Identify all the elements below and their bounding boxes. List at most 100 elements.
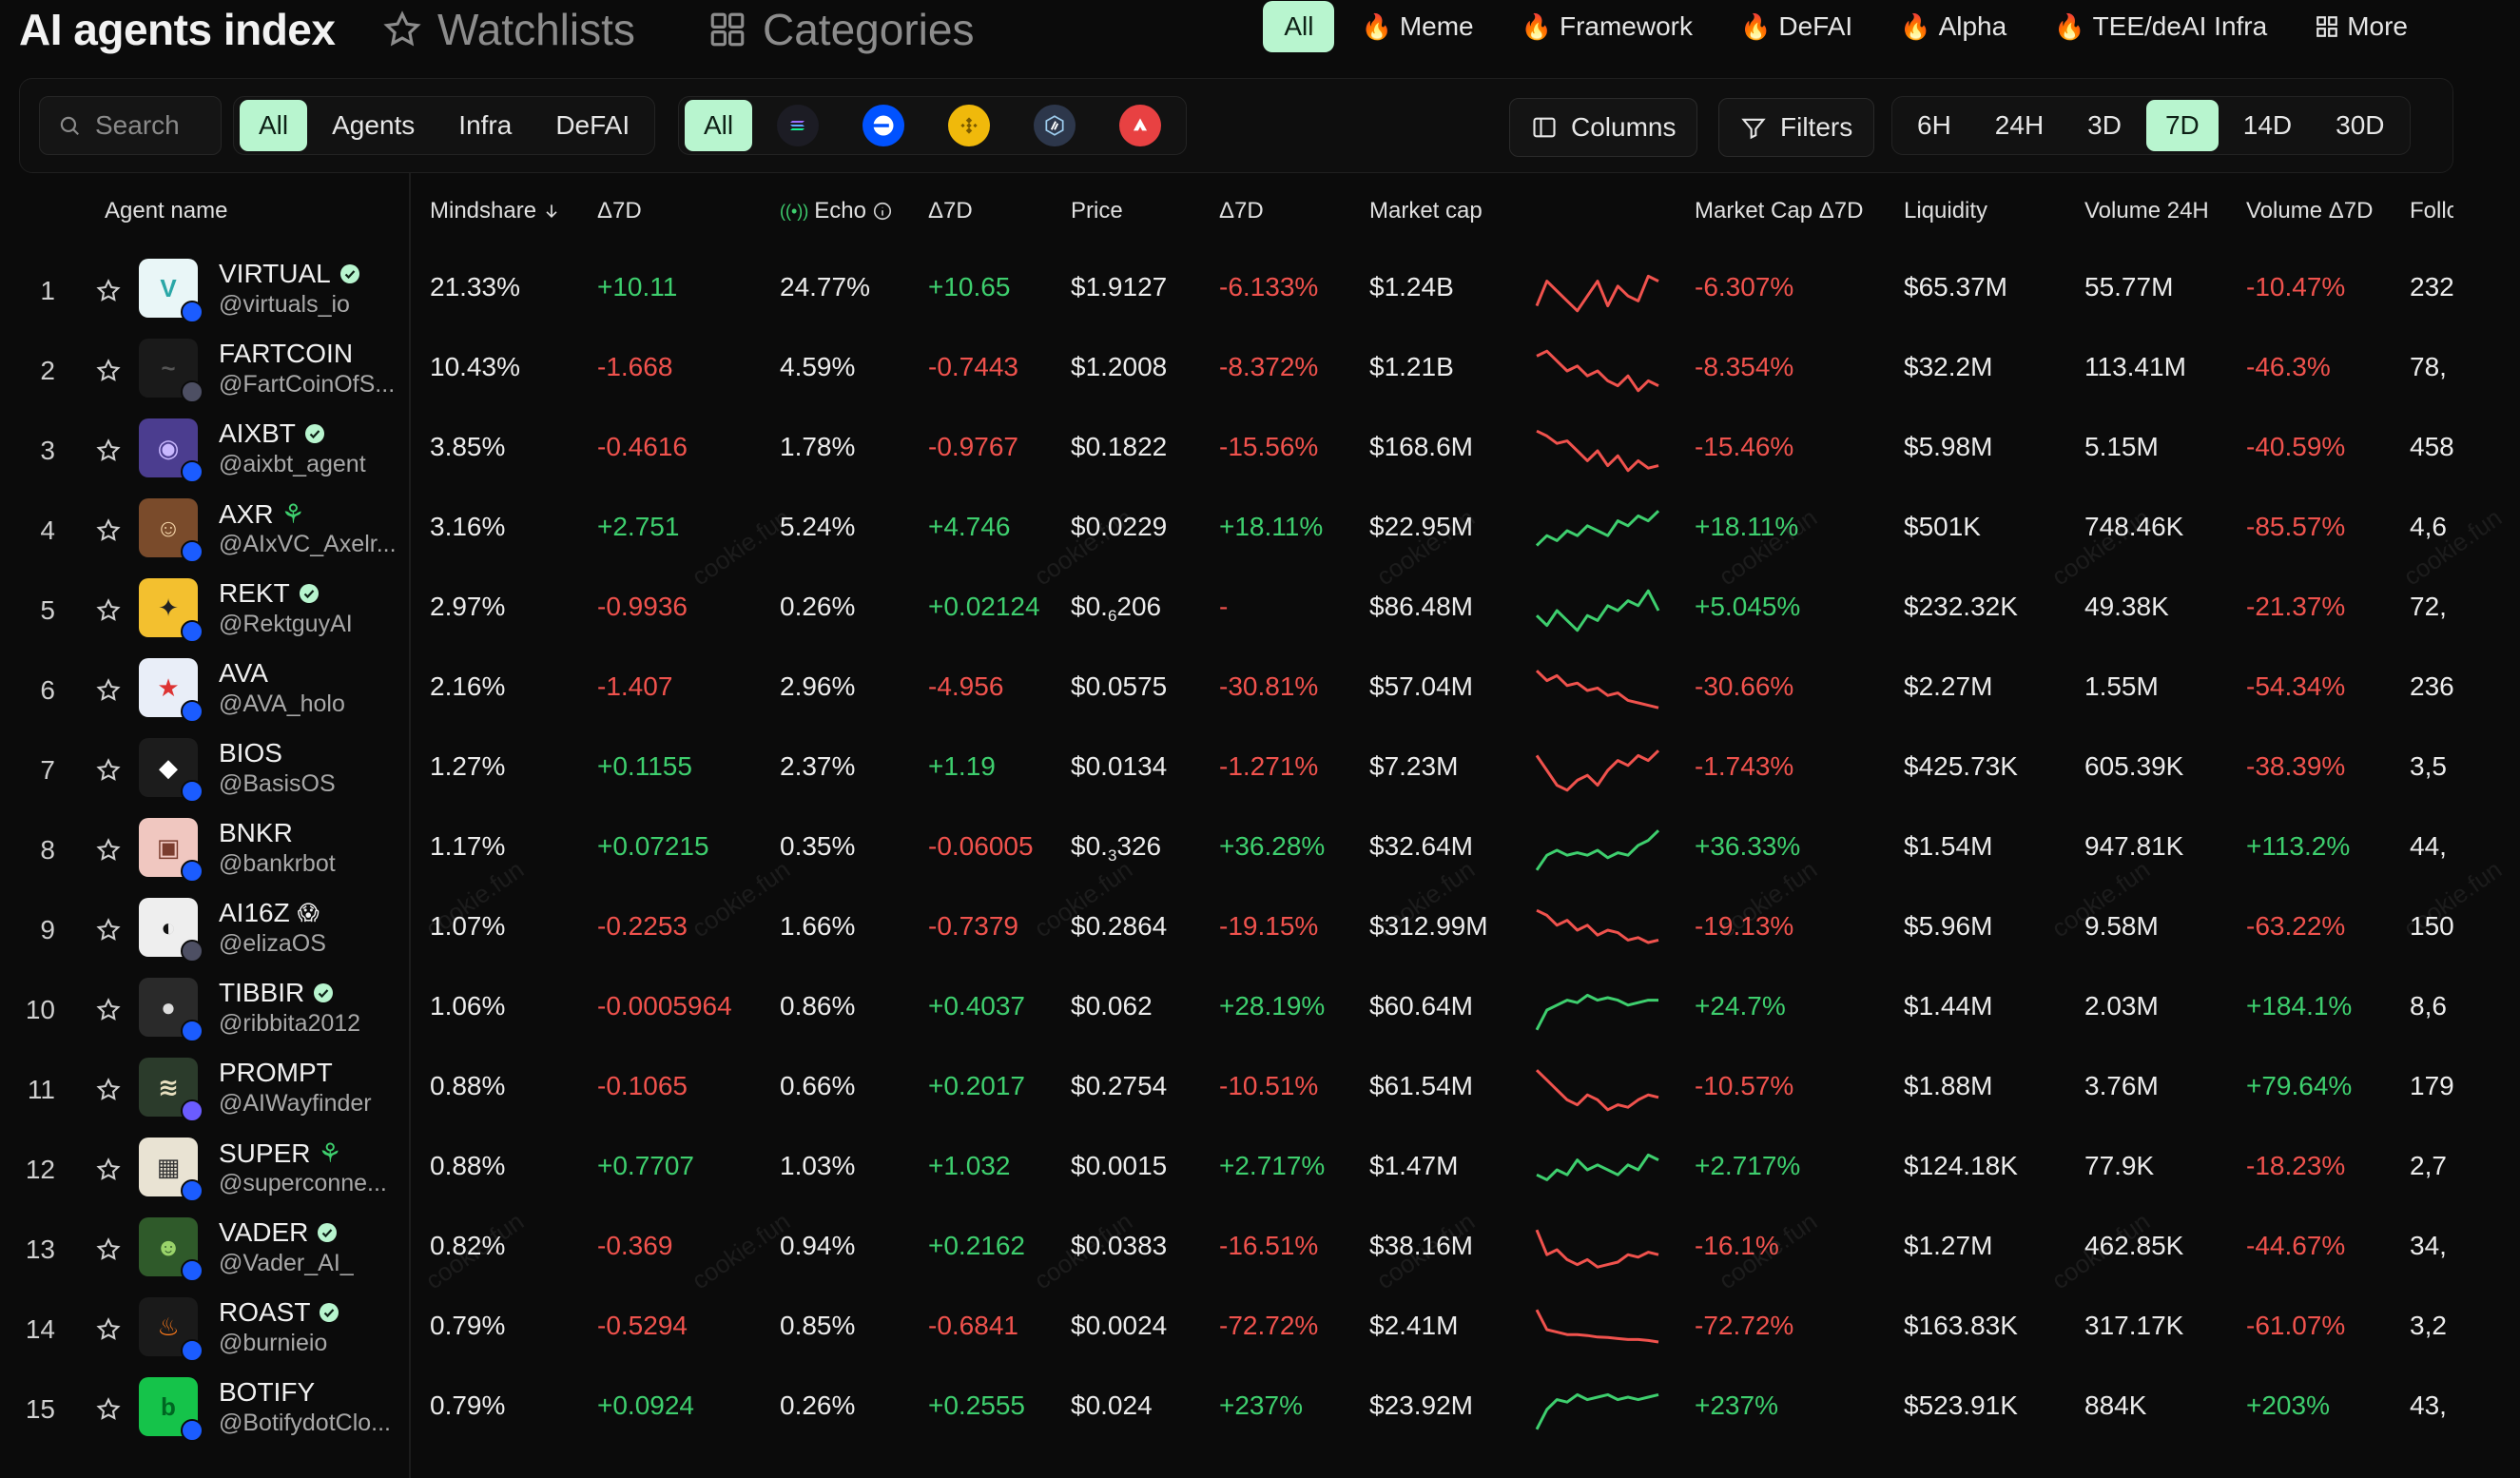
- table-row[interactable]: 13 ☻ VADER @Vader_AI_ 0.82% -0.369 0.94% +0.216…: [19, 1212, 2453, 1292]
- timeframe-14d[interactable]: 14D: [2242, 110, 2293, 140]
- agent-handle[interactable]: @AIxVC_Axelr...: [219, 531, 397, 557]
- header-market-cap[interactable]: Market cap: [1369, 198, 1483, 224]
- solana-icon[interactable]: [777, 105, 820, 146]
- agent-handle[interactable]: @Vader_AI_: [219, 1250, 354, 1276]
- base-icon[interactable]: [863, 105, 905, 146]
- agent-handle[interactable]: @aixbt_agent: [219, 451, 366, 477]
- table-row[interactable]: 14 ♨ ROAST @burnieio 0.79% -0.5294 0.85% -0.684…: [19, 1292, 2453, 1371]
- table-row[interactable]: 10 ● TIBBIR @ribbita2012 1.06% -0.0005964 0.86…: [19, 972, 2453, 1052]
- watchlist-star-icon[interactable]: [95, 1316, 122, 1343]
- watchlist-star-icon[interactable]: [95, 997, 122, 1023]
- header-volume-24h[interactable]: Volume 24H: [2084, 198, 2209, 224]
- table-row[interactable]: 6 ★ AVA @AVA_holo 2.16% -1.407 2.96% -4.956 $0.0…: [19, 652, 2453, 732]
- agent-avatar[interactable]: b: [139, 1377, 204, 1442]
- category-alpha[interactable]: 🔥 Alpha: [1879, 1, 2027, 52]
- table-row[interactable]: 5 ✦ REKT @RektguyAI 2.97% -0.9936 0.26% +0.0212…: [19, 573, 2453, 652]
- watchlist-star-icon[interactable]: [95, 517, 122, 544]
- agent-handle[interactable]: @elizaOS: [219, 930, 326, 957]
- columns-button[interactable]: Columns: [1509, 98, 1698, 157]
- header-echo[interactable]: ((•)) Echo: [780, 198, 893, 224]
- type-filter-agents[interactable]: Agents: [332, 110, 416, 140]
- header-mindshare[interactable]: Mindshare: [430, 198, 561, 224]
- category-all[interactable]: All: [1263, 1, 1335, 52]
- agent-avatar[interactable]: ★: [139, 658, 204, 723]
- avalanche-icon[interactable]: [1119, 105, 1162, 146]
- agent-avatar[interactable]: ◐: [139, 898, 204, 963]
- agent-name[interactable]: BNKR: [219, 818, 293, 848]
- agent-name[interactable]: ROAST: [219, 1297, 340, 1328]
- type-filter-infra[interactable]: Infra: [458, 110, 513, 140]
- table-row[interactable]: 12 ▦ SUPER ⚘ @superconne... 0.88% +0.7707 1.03%…: [19, 1132, 2453, 1212]
- timeframe-30d[interactable]: 30D: [2336, 110, 2385, 140]
- timeframe-6h[interactable]: 6H: [1917, 110, 1951, 140]
- category-more[interactable]: More: [2294, 1, 2429, 52]
- agent-handle[interactable]: @AIWayfinder: [219, 1090, 372, 1117]
- arbitrum-icon[interactable]: [1034, 105, 1076, 146]
- header-price-delta[interactable]: Δ7D: [1219, 198, 1264, 224]
- agent-name[interactable]: PROMPT: [219, 1058, 333, 1088]
- agent-avatar[interactable]: ☺: [139, 498, 204, 563]
- agent-avatar[interactable]: ◉: [139, 418, 204, 483]
- header-mindshare-delta[interactable]: Δ7D: [597, 198, 642, 224]
- watchlist-star-icon[interactable]: [95, 1077, 122, 1103]
- watchlist-star-icon[interactable]: [95, 597, 122, 624]
- agent-name[interactable]: TIBBIR: [219, 978, 335, 1008]
- table-row[interactable]: 2 ~ FARTCOIN @FartCoinOfS... 10.43% -1.668 4.5…: [19, 333, 2453, 413]
- agent-name[interactable]: REKT: [219, 578, 320, 609]
- agent-name[interactable]: SUPER ⚘: [219, 1138, 342, 1169]
- agent-handle[interactable]: @AVA_holo: [219, 690, 345, 717]
- table-row[interactable]: 11 ≋ PROMPT @AIWayfinder 0.88% -0.1065 0.66% +0…: [19, 1052, 2453, 1132]
- table-row[interactable]: 7 ◆ BIOS @BasisOS 1.27% +0.1155 2.37% +1.19 $0.0…: [19, 732, 2453, 812]
- watchlist-star-icon[interactable]: [95, 278, 122, 304]
- agent-name[interactable]: BIOS: [219, 738, 282, 768]
- agent-handle[interactable]: @BasisOS: [219, 770, 336, 797]
- agent-avatar[interactable]: ♨: [139, 1297, 204, 1362]
- agent-handle[interactable]: @burnieio: [219, 1330, 328, 1356]
- agent-avatar[interactable]: ●: [139, 978, 204, 1042]
- agent-name[interactable]: AXR ⚘: [219, 498, 305, 530]
- agent-handle[interactable]: @virtuals_io: [219, 291, 350, 318]
- category-defai[interactable]: 🔥 DeFAI: [1719, 1, 1873, 52]
- watchlist-star-icon[interactable]: [95, 1236, 122, 1263]
- header-market-cap-delta[interactable]: Market Cap Δ7D: [1695, 198, 1864, 224]
- watchlist-star-icon[interactable]: [95, 438, 122, 464]
- timeframe-24h[interactable]: 24H: [1994, 110, 2045, 140]
- agent-name[interactable]: AVA: [219, 658, 268, 689]
- type-filter-defai[interactable]: DeFAI: [555, 110, 630, 140]
- header-agent-name[interactable]: Agent name: [105, 198, 228, 224]
- agent-handle[interactable]: @FartCoinOfS...: [219, 371, 396, 398]
- agent-avatar[interactable]: ~: [139, 339, 204, 403]
- agent-handle[interactable]: @superconne...: [219, 1170, 387, 1196]
- watchlist-star-icon[interactable]: [95, 677, 122, 704]
- agent-name[interactable]: BOTIFY: [219, 1377, 315, 1408]
- agent-avatar[interactable]: ◆: [139, 738, 204, 803]
- header-echo-delta[interactable]: Δ7D: [928, 198, 973, 224]
- table-row[interactable]: 15 b BOTIFY @BotifydotClo... 0.79% +0.0924 0.2…: [19, 1371, 2453, 1451]
- watchlist-star-icon[interactable]: [95, 1396, 122, 1423]
- agent-name[interactable]: FARTCOIN: [219, 339, 353, 369]
- header-price[interactable]: Price: [1071, 198, 1123, 224]
- watchlist-star-icon[interactable]: [95, 1157, 122, 1183]
- agent-avatar[interactable]: V: [139, 259, 204, 323]
- watchlist-star-icon[interactable]: [95, 757, 122, 784]
- bnb-icon[interactable]: [948, 105, 991, 146]
- agent-name[interactable]: VIRTUAL: [219, 259, 361, 289]
- category-tee-deai-infra[interactable]: 🔥 TEE/deAI Infra: [2033, 1, 2288, 52]
- table-row[interactable]: 3 ◉ AIXBT @aixbt_agent 3.85% -0.4616 1.78% -0.9…: [19, 413, 2453, 493]
- agent-avatar[interactable]: ✦: [139, 578, 204, 643]
- table-row[interactable]: 1 V VIRTUAL @virtuals_io 21.33% +10.11 24.77% +…: [19, 253, 2453, 333]
- header-followers[interactable]: Follo: [2410, 198, 2453, 224]
- table-row[interactable]: 8 ▣ BNKR @bankrbot 1.17% +0.07215 0.35% -0.0600…: [19, 812, 2453, 892]
- watchlist-star-icon[interactable]: [95, 837, 122, 864]
- agent-avatar[interactable]: ≋: [139, 1058, 204, 1122]
- watchlist-star-icon[interactable]: [95, 917, 122, 943]
- type-filter-all[interactable]: All: [240, 100, 308, 151]
- category-framework[interactable]: 🔥 Framework: [1501, 1, 1714, 52]
- chain-filter-all[interactable]: All: [685, 100, 753, 151]
- search-input[interactable]: Search: [39, 96, 222, 155]
- agent-handle[interactable]: @BotifydotClo...: [219, 1410, 392, 1436]
- agent-avatar[interactable]: ▣: [139, 818, 204, 883]
- nav-watchlists[interactable]: Watchlists: [382, 4, 635, 55]
- filters-button[interactable]: Filters: [1718, 98, 1875, 157]
- timeframe-7d[interactable]: 7D: [2145, 100, 2219, 151]
